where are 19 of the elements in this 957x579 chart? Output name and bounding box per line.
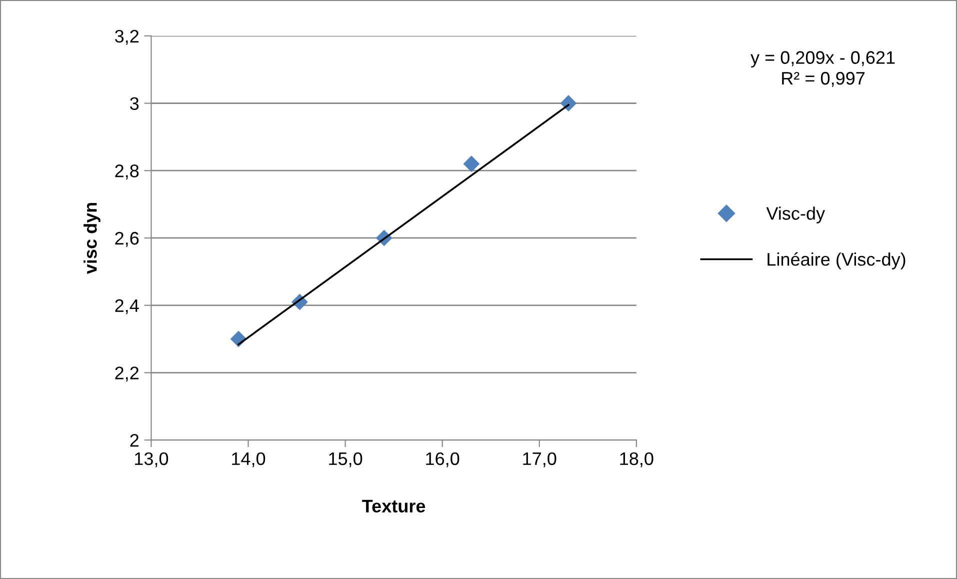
legend-label: Linéaire (Visc-dy) xyxy=(768,252,906,270)
x-tick-label: 16,0 xyxy=(426,452,460,468)
x-tick-label: 18,0 xyxy=(620,452,654,468)
legend-label: Visc-dy xyxy=(766,206,826,224)
text: y = 0,209x - 0,621 R² = 0,997 xyxy=(750,51,895,87)
x-tick-label: 17,0 xyxy=(523,452,556,468)
x-tick-label: 15,0 xyxy=(329,452,362,468)
point xyxy=(463,156,480,172)
y-axis-title: visc dyn xyxy=(84,202,100,274)
y-tick-label: 2,6 xyxy=(115,232,139,247)
x-tick-label: 13,0 xyxy=(135,452,168,468)
y-tick-label: 2 xyxy=(130,434,138,447)
x-tick-label: 14,0 xyxy=(232,452,266,468)
y-tick-label: 3,2 xyxy=(114,30,138,45)
y-tick-label: 2,4 xyxy=(115,299,139,314)
y-tick-label: 3 xyxy=(130,97,139,110)
y-tick-label: 2,2 xyxy=(115,366,138,382)
y-tick-label: 2,8 xyxy=(115,164,139,180)
x-axis-title: Texture xyxy=(362,500,426,512)
